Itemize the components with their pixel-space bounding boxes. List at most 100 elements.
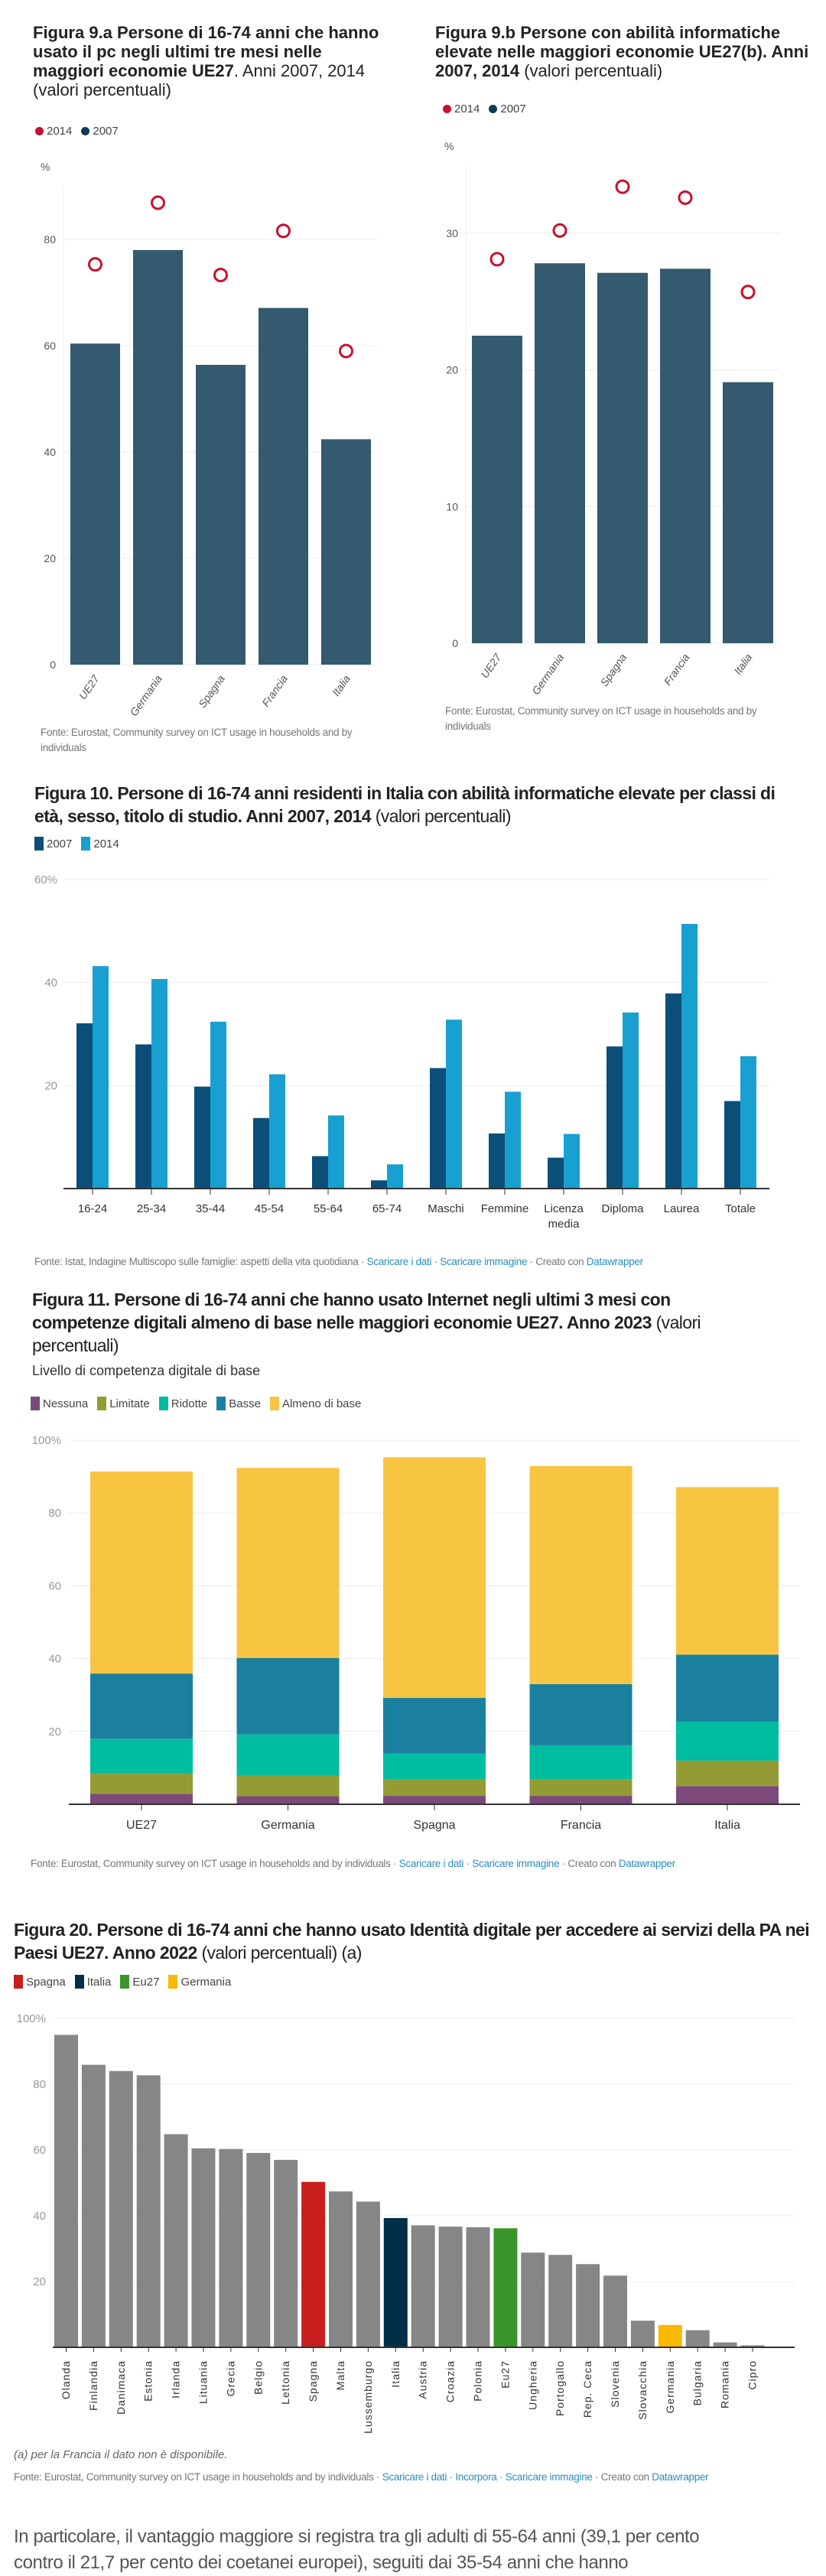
fig11-title-regular: (valori percentuali) (32, 1312, 701, 1355)
x-category-label: 65-74 (372, 1202, 402, 1215)
x-category-label: UE27 (76, 672, 102, 702)
datawrapper-link[interactable]: Datawrapper (586, 1256, 643, 1267)
bar-2007 (194, 1086, 210, 1189)
bar-2007 (597, 272, 648, 643)
bar-segment-nessuna (236, 1796, 340, 1804)
fig9b-title: Figura 9.b Persone con abilità informati… (435, 23, 810, 80)
x-category-label: Spagna (307, 2360, 319, 2402)
bar (521, 2252, 545, 2347)
bar-2007 (535, 263, 585, 643)
legend-swatch (443, 105, 451, 113)
legend-swatch (216, 1397, 226, 1410)
x-category-label: Italia (731, 651, 754, 677)
bar-2014 (564, 1134, 580, 1189)
legend-swatch (269, 1397, 279, 1410)
y-tick-label: 80 (33, 2078, 46, 2091)
bar-segment-ridotte (529, 1745, 633, 1780)
x-category-label: UE27 (126, 1819, 157, 1832)
download-image-link[interactable]: Scaricare immagine (440, 1256, 528, 1267)
legend-label: Nessuna (43, 1397, 89, 1410)
bar-2014 (681, 923, 698, 1189)
download-image-link[interactable]: Scaricare immagine (472, 1858, 560, 1869)
created-with-text: Creato con (600, 2471, 649, 2483)
point-2014 (489, 252, 505, 267)
legend-swatch (81, 127, 90, 135)
fig9b-title-regular: (valori percentuali) (519, 61, 663, 80)
bar-2014 (505, 1091, 521, 1189)
legend-swatch (81, 837, 91, 851)
legend-label: Italia (86, 1975, 112, 1989)
fig20-footnote: (a) per la Francia il dato non è disponi… (14, 2448, 228, 2461)
source-text: Fonte: Eurostat, Community survey on ICT… (31, 1858, 391, 1869)
download-data-link[interactable]: Scaricare i dati (366, 1256, 432, 1267)
bar-2014 (740, 1055, 756, 1189)
fig9b-legend: 2014 2007 (443, 102, 526, 115)
legend-item-ridotte: Ridotte (158, 1397, 207, 1410)
bar (274, 2159, 298, 2347)
x-category-label: Austria (417, 2360, 429, 2399)
x-category-label: Germania (529, 651, 566, 697)
bar-2007 (430, 1068, 446, 1189)
legend-label: Limitate (109, 1397, 150, 1410)
bar-2014 (623, 1012, 639, 1189)
x-category-label: Francia (259, 672, 290, 709)
y-tick-label: 0 (50, 659, 56, 671)
fig9b-source: Fonte: Eurostat, Community survey on ICT… (445, 705, 757, 732)
legend-item-spagna: Spagna (14, 1975, 66, 1989)
legend-label: 2014 (47, 125, 73, 138)
y-tick-label: 100% (32, 1434, 61, 1447)
x-category-label: Spagna (598, 651, 629, 688)
download-data-link[interactable]: Scaricare i dati (382, 2471, 447, 2483)
bar (109, 2070, 133, 2347)
fig9a-title-regular: . Anni 2007, 2014 (valori percentuali) (33, 61, 366, 99)
x-category-label: 45-54 (255, 1202, 284, 1215)
bar-segment-almeno-di-base (383, 1457, 486, 1699)
legend-item-eu27: Eu27 (120, 1975, 159, 1989)
x-category-label: Polonia (472, 2360, 484, 2402)
bar-segment-ridotte (236, 1734, 340, 1776)
bar (630, 2321, 655, 2347)
x-category-label: Ungheria (526, 2360, 538, 2410)
x-category-label: Diploma (601, 1202, 644, 1215)
x-category-label: 55-64 (314, 1202, 343, 1215)
bar-2007 (196, 365, 246, 665)
bar-2007 (606, 1046, 623, 1189)
bar-segment-almeno-di-base (676, 1487, 779, 1655)
label-line: Licenza (544, 1202, 584, 1215)
x-category-label: Germania (128, 672, 164, 718)
bar-2007 (253, 1117, 269, 1189)
download-image-link[interactable]: Scaricare immagine (505, 2471, 593, 2483)
bar-segment-basse (529, 1683, 633, 1745)
fig10-title-bold: Figura 10. Persone di 16-74 anni residen… (34, 783, 776, 826)
legend-item-2007: 2007 (489, 102, 526, 115)
y-tick-label: 10 (446, 500, 458, 512)
fig20-title: Figura 20. Persone di 16-74 anni che han… (14, 1918, 810, 1964)
x-category-label: Lettonia (279, 2360, 291, 2405)
bar-2007 (321, 439, 371, 665)
x-category-label: Italia (714, 1819, 740, 1832)
download-data-link[interactable]: Scaricare i dati (398, 1858, 464, 1869)
datawrapper-link[interactable]: Datawrapper (618, 1858, 675, 1869)
legend-item-basse: Basse (216, 1397, 261, 1410)
datawrapper-link[interactable]: Datawrapper (652, 2471, 709, 2483)
y-tick-label: 20 (44, 1079, 57, 1092)
fig20-source: Fonte: Eurostat, Community survey on ICT… (14, 2471, 709, 2483)
x-category-label: Malta (334, 2360, 346, 2390)
legend-swatch (34, 837, 44, 851)
bar (81, 2064, 106, 2347)
x-category-label: Lussemburgo (362, 2360, 374, 2434)
bar-2014 (151, 978, 167, 1189)
point-2014 (88, 257, 102, 272)
bar-2014 (269, 1074, 285, 1189)
legend-label: 2014 (93, 837, 119, 851)
x-category-label: Bulgaria (691, 2360, 704, 2405)
fig10-title-regular: (valori percentuali) (370, 806, 512, 826)
legend-swatch (168, 1975, 178, 1989)
bar-segment-nessuna (383, 1796, 486, 1804)
bar (493, 2228, 518, 2347)
legend-swatch (35, 127, 44, 135)
x-category-label: Italia (389, 2360, 402, 2388)
bar (466, 2227, 490, 2347)
fig10-legend: 2007 2014 (34, 837, 119, 851)
embed-link[interactable]: Incorpora (455, 2471, 497, 2483)
